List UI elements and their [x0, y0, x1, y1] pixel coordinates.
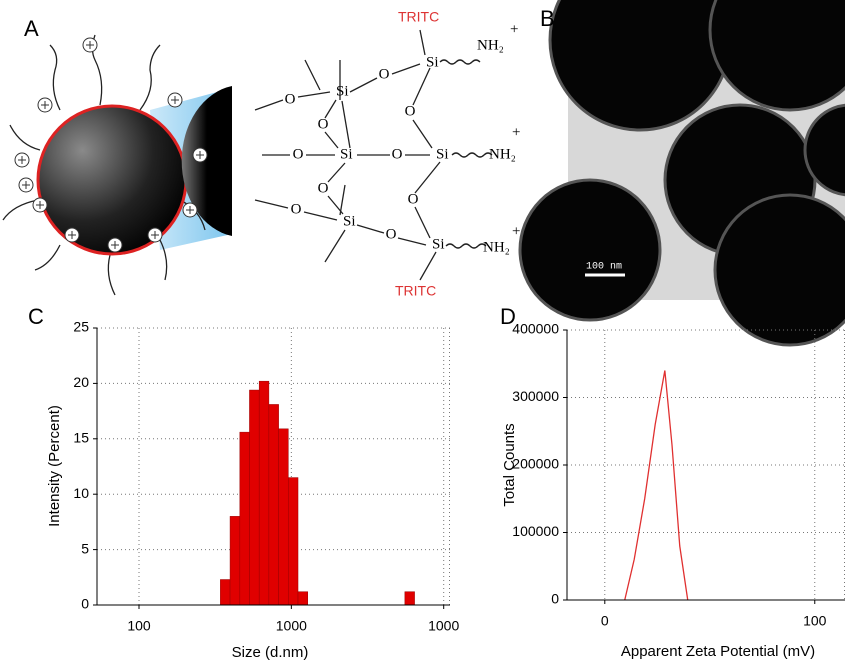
data-line — [625, 371, 688, 601]
y-tick-label: 20 — [73, 374, 89, 390]
silicon-label: Si — [436, 146, 449, 162]
silicon-label: Si — [343, 213, 356, 229]
y-tick-label: 10 — [73, 485, 89, 501]
charge-label: + — [512, 124, 520, 140]
figure: ASiSiSiSiSiSiOOOOOOOOOONH₂NH₂NH₂+++TRITC… — [0, 0, 845, 663]
x-axis-title: Size (d.nm) — [232, 644, 309, 661]
y-tick-label: 25 — [73, 319, 89, 335]
oxygen-label: O — [386, 226, 397, 242]
x-tick-label: 100 — [803, 613, 827, 629]
y-tick-label: 400000 — [512, 321, 559, 337]
y-tick-label: 300000 — [512, 388, 559, 404]
panel-letter: C — [28, 304, 44, 329]
panel-letter: A — [24, 16, 39, 41]
tritc-label: TRITC — [395, 283, 436, 299]
scale-bar-label: 100 nm — [586, 262, 622, 273]
charge-label: + — [510, 21, 518, 37]
y-tick-label: 0 — [81, 596, 89, 612]
oxygen-label: O — [408, 191, 419, 207]
oxygen-label: O — [285, 91, 296, 107]
oxygen-label: O — [318, 116, 329, 132]
histogram-bar — [249, 390, 259, 605]
oxygen-label: O — [293, 146, 304, 162]
y-tick-label: 200000 — [512, 456, 559, 472]
histogram-bar — [259, 381, 269, 605]
panel-letter: B — [540, 6, 555, 31]
y-tick-label: 0 — [551, 591, 559, 607]
histogram-bar — [269, 404, 279, 605]
histogram-bar — [298, 592, 308, 605]
x-tick-label: 0 — [601, 613, 609, 629]
histogram-bar — [405, 592, 415, 605]
nanoparticle-diagram — [3, 30, 492, 295]
y-axis-title: Intensity (Percent) — [46, 405, 63, 527]
amine-label: NH₂ — [477, 37, 504, 53]
histogram-bar — [230, 516, 240, 605]
amine-label: NH₂ — [483, 239, 510, 255]
y-tick-label: 100000 — [512, 523, 559, 539]
oxygen-label: O — [392, 146, 403, 162]
silicon-label: Si — [432, 236, 445, 252]
tritc-label: TRITC — [398, 9, 439, 25]
oxygen-label: O — [379, 66, 390, 82]
oxygen-label: O — [291, 201, 302, 217]
oxygen-label: O — [318, 180, 329, 196]
charge-label: + — [512, 223, 520, 239]
silicon-label: Si — [336, 83, 349, 99]
y-tick-label: 15 — [73, 430, 89, 446]
histogram-bar — [240, 432, 250, 605]
histogram-bar — [220, 580, 230, 605]
y-tick-label: 5 — [81, 540, 89, 556]
oxygen-label: O — [405, 103, 416, 119]
x-tick-label: 1000 — [276, 618, 307, 634]
histogram-bar — [279, 429, 289, 605]
tem-image — [520, 0, 845, 345]
x-tick-label: 1000 — [428, 618, 459, 634]
histogram-bar — [288, 478, 298, 605]
amine-label: NH₂ — [489, 146, 516, 162]
silicon-label: Si — [340, 146, 353, 162]
x-tick-label: 100 — [127, 618, 151, 634]
silicon-label: Si — [426, 54, 439, 70]
x-axis-title: Apparent Zeta Potential (mV) — [621, 643, 815, 660]
